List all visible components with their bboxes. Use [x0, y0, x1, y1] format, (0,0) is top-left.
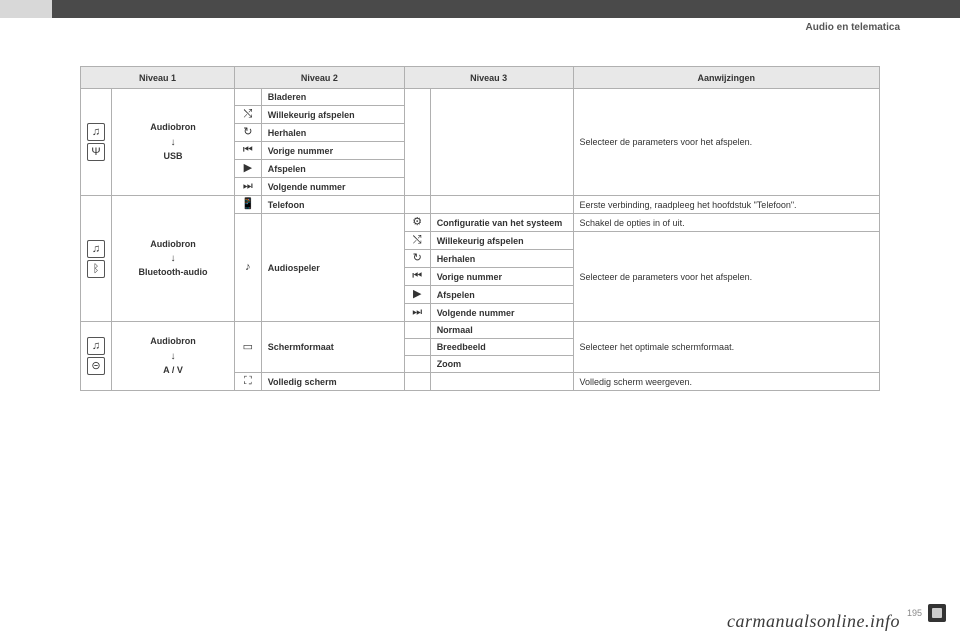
bt-tel-instruction: Eerste verbinding, raadpleeg het hoofdst…: [573, 196, 880, 214]
usb-source-label: Audiobron ↓ USB: [112, 89, 235, 196]
av-source-label: Audiobron ↓ A / V: [112, 322, 235, 391]
n3-empty-label: [430, 373, 573, 391]
row-label: Zoom: [430, 356, 573, 373]
header-aan: Aanwijzingen: [573, 67, 880, 89]
n3-empty-label: [430, 89, 573, 196]
menu-table: Niveau 1 Niveau 2 Niveau 3 Aanwijzingen …: [80, 66, 880, 391]
shuffle-icon: ⤭: [413, 234, 422, 246]
row-label: Breedbeeld: [430, 339, 573, 356]
play-icon: ▶: [413, 288, 421, 300]
music-icon: ♫: [87, 240, 105, 258]
jack-icon: ⊝: [87, 357, 105, 375]
shuffle-icon: ⤭: [243, 108, 252, 120]
n3-empty-label: [430, 196, 573, 214]
bt-label-top: Audiobron: [150, 239, 196, 249]
fullscreen-icon-cell: ⛶: [235, 373, 262, 391]
n3-empty: [404, 196, 430, 214]
table-row: ♫ Ψ Audiobron ↓ USB Bladeren Selecteer d…: [81, 89, 880, 106]
usb-source-icons: ♫ Ψ: [81, 89, 112, 196]
usb-label-bottom: USB: [164, 151, 183, 161]
prev-icon: ⏮: [412, 270, 422, 282]
audiospeler-label: Audiospeler: [261, 214, 404, 322]
scherm-icon-cell: ▭: [235, 322, 262, 373]
prev-icon: ⏮: [243, 144, 253, 156]
row-label: Bladeren: [261, 89, 404, 106]
screen-icon: ▭: [243, 341, 253, 353]
row-label: Vorige nummer: [430, 268, 573, 286]
row-icon: [235, 89, 262, 106]
header-n3: Niveau 3: [404, 67, 573, 89]
av-fullscreen-instruction: Volledig scherm weergeven.: [573, 373, 880, 391]
page-badge-icon: [928, 604, 946, 622]
music-icon: ♫: [87, 123, 105, 141]
n3-empty-icon: [404, 339, 430, 356]
row-label: Volgende nummer: [261, 178, 404, 196]
bluetooth-icon: ᛒ: [87, 260, 105, 278]
n3-empty: [404, 89, 430, 196]
n3-empty-icon: [404, 322, 430, 339]
audiospeler-icon-cell: ♪: [235, 214, 262, 322]
repeat-icon: ↻: [413, 252, 422, 264]
row-label: Volgende nummer: [430, 304, 573, 322]
bt-config-instruction: Schakel de opties in of uit.: [573, 214, 880, 232]
phone-icon: 📱: [241, 198, 255, 210]
row-label: Afspelen: [261, 160, 404, 178]
row-label: Configuratie van het systeem: [430, 214, 573, 232]
bt-source-label: Audiobron ↓ Bluetooth-audio: [112, 196, 235, 322]
table-row: ♫ ᛒ Audiobron ↓ Bluetooth-audio 📱 Telefo…: [81, 196, 880, 214]
arrow-down-icon: ↓: [118, 349, 228, 364]
section-title: Audio en telematica: [806, 22, 900, 33]
page-number: 195: [907, 608, 922, 618]
watermark: carmanualsonline.info: [727, 611, 900, 632]
bt-label-bottom: Bluetooth-audio: [139, 267, 208, 277]
row-label: Vorige nummer: [261, 142, 404, 160]
table-row: ♫ ⊝ Audiobron ↓ A / V ▭ Schermformaat No…: [81, 322, 880, 339]
repeat-icon: ↻: [243, 126, 252, 138]
usb-label-top: Audiobron: [150, 122, 196, 132]
row-label: Willekeurig afspelen: [430, 232, 573, 250]
header-n1: Niveau 1: [81, 67, 235, 89]
row-label: Willekeurig afspelen: [261, 106, 404, 124]
usb-icon: Ψ: [87, 143, 105, 161]
av-source-icons: ♫ ⊝: [81, 322, 112, 391]
av-scherm-instruction: Selecteer het optimale schermformaat.: [573, 322, 880, 373]
av-label-bottom: A / V: [163, 365, 183, 375]
row-label: Telefoon: [261, 196, 404, 214]
row-label: Herhalen: [430, 250, 573, 268]
usb-instruction: Selecteer de parameters voor het afspele…: [573, 89, 880, 196]
row-label: Afspelen: [430, 286, 573, 304]
left-band: [0, 0, 52, 18]
scherm-label: Schermformaat: [261, 322, 404, 373]
play-icon: ▶: [244, 162, 252, 174]
next-icon: ⏭: [412, 306, 422, 318]
n3-empty-icon: [404, 356, 430, 373]
arrow-down-icon: ↓: [118, 135, 228, 150]
row-label: Normaal: [430, 322, 573, 339]
header-n2: Niveau 2: [235, 67, 405, 89]
gear-icon: ⚙: [412, 216, 422, 228]
note-icon: ♪: [245, 261, 251, 273]
top-band: [0, 0, 960, 18]
bt-source-icons: ♫ ᛒ: [81, 196, 112, 322]
arrow-down-icon: ↓: [118, 251, 228, 266]
bt-play-instruction: Selecteer de parameters voor het afspele…: [573, 232, 880, 322]
row-label: Volledig scherm: [261, 373, 404, 391]
row-label: Herhalen: [261, 124, 404, 142]
fullscreen-icon: ⛶: [244, 375, 252, 387]
row-icon: 📱: [235, 196, 262, 214]
n3-empty-icon: [404, 373, 430, 391]
next-icon: ⏭: [243, 180, 253, 192]
music-icon: ♫: [87, 337, 105, 355]
av-label-top: Audiobron: [150, 336, 196, 346]
